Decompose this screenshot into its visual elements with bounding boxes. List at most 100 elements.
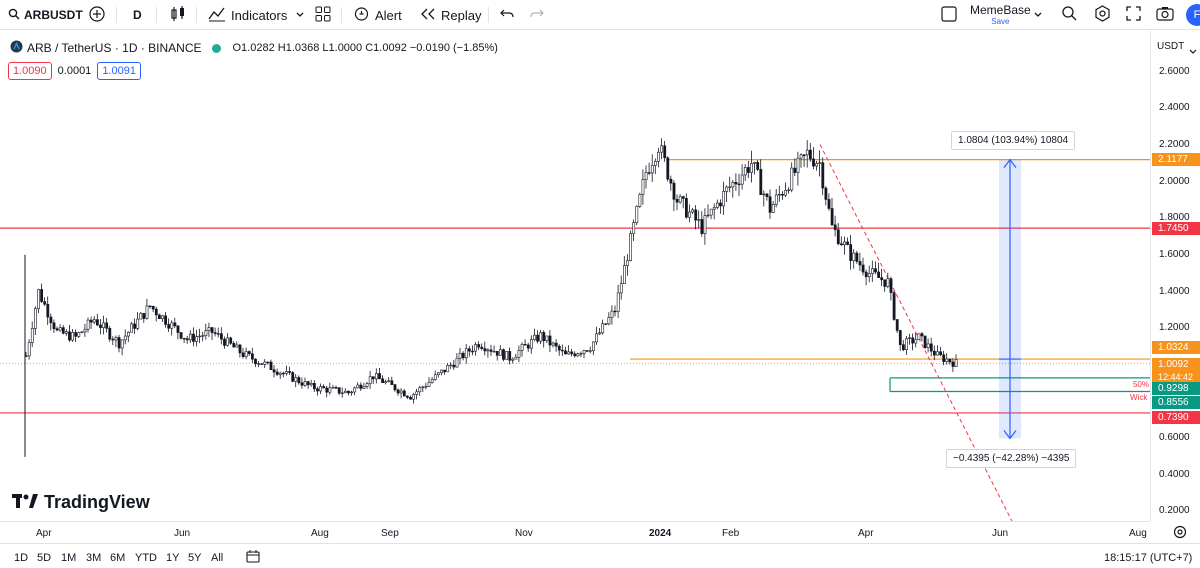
- candle-up: [37, 289, 40, 309]
- price-tick: 0.4000: [1159, 469, 1190, 480]
- snapshot-button[interactable]: [1156, 0, 1174, 30]
- candle-up: [365, 383, 369, 387]
- candle-up: [328, 387, 332, 393]
- candle-down: [192, 333, 195, 342]
- currency-label[interactable]: USDT: [1157, 41, 1185, 52]
- settings-gear-icon[interactable]: [1173, 525, 1187, 544]
- range-all[interactable]: All: [211, 552, 224, 564]
- candle-down: [877, 271, 881, 278]
- settings-button[interactable]: [1094, 0, 1111, 30]
- candle-up: [591, 341, 595, 352]
- coin-logo-icon: [10, 40, 23, 56]
- range-3m[interactable]: 3M: [86, 552, 102, 564]
- candle-up: [607, 317, 611, 325]
- redo-icon: [530, 8, 544, 23]
- indicators-button[interactable]: Indicators: [208, 0, 287, 30]
- candle-down: [855, 252, 859, 262]
- ohlc-values: O1.0282 H1.0368 L1.0000 C1.0092 −0.0190 …: [232, 42, 498, 54]
- price-chart[interactable]: [0, 31, 1150, 521]
- candle-down: [557, 345, 561, 351]
- candle-down: [694, 209, 698, 221]
- candle-down: [390, 380, 394, 385]
- candle-up: [492, 351, 496, 353]
- time-axis[interactable]: Apr Jun Aug Sep Nov 2024 Feb Apr Jun Aug: [0, 521, 1187, 543]
- candle-up: [936, 351, 939, 356]
- symbol-label: ARBUSDT: [24, 8, 83, 22]
- candle-down: [229, 337, 233, 344]
- candle-up: [161, 315, 164, 320]
- candle-down: [371, 376, 375, 380]
- candle-up: [740, 174, 744, 185]
- candle-down: [536, 334, 540, 342]
- candle-up: [415, 391, 419, 395]
- range-1m[interactable]: 1M: [61, 552, 77, 564]
- range-5d[interactable]: 5D: [37, 552, 52, 564]
- fullscreen-button[interactable]: [1126, 0, 1141, 30]
- candle-up: [641, 179, 645, 195]
- range-1y[interactable]: 1Y: [166, 552, 180, 564]
- range-5y[interactable]: 5Y: [188, 552, 202, 564]
- price-tick: 2.2000: [1159, 139, 1190, 150]
- candle-down: [889, 278, 893, 293]
- templates-button[interactable]: [315, 0, 331, 30]
- candle-up: [867, 273, 871, 278]
- candle-down: [275, 371, 279, 375]
- candle-up: [356, 384, 360, 389]
- candle-down: [861, 264, 865, 273]
- candle-down: [836, 229, 840, 245]
- candle-down: [824, 187, 828, 200]
- layout-checkbox[interactable]: [941, 0, 957, 30]
- candle-up: [722, 191, 726, 207]
- candle-up: [601, 323, 605, 334]
- candle-up: [815, 163, 819, 167]
- chevron-down-icon: [1033, 8, 1043, 23]
- candle-down: [173, 322, 177, 327]
- compare-button[interactable]: [88, 0, 106, 30]
- candle-down: [133, 323, 137, 329]
- candle-down: [241, 352, 245, 357]
- user-avatar[interactable]: F: [1186, 4, 1200, 26]
- candle-up: [576, 353, 580, 357]
- buy-price-box[interactable]: 1.0091: [97, 62, 141, 80]
- candle-up: [204, 330, 208, 336]
- candle-down: [105, 322, 109, 329]
- indicators-dropdown[interactable]: [295, 0, 305, 30]
- candle-up: [362, 386, 366, 389]
- range-1d[interactable]: 1D: [14, 552, 29, 564]
- candle-up: [520, 344, 524, 351]
- candle-down: [359, 384, 363, 389]
- symbol-search-button[interactable]: ARBUSDT: [8, 0, 83, 30]
- price-tick: 0.2000: [1159, 505, 1190, 516]
- candle-up: [632, 222, 636, 234]
- measure-upper-label: 1.0804 (103.94%) 10804: [951, 131, 1076, 150]
- candle-up: [278, 372, 282, 375]
- candle-down: [288, 371, 292, 373]
- top-toolbar: ARBUSDT D Indicators Alert: [0, 0, 1200, 30]
- interval-button[interactable]: D: [133, 0, 142, 30]
- price-axis[interactable]: USDT 2.6000 2.4000 2.2000 2.0000 1.8000 …: [1150, 31, 1200, 521]
- calendar-icon[interactable]: [246, 550, 260, 568]
- clock-display[interactable]: 18:15:17 (UTC+7): [1104, 552, 1193, 564]
- candle-down: [923, 335, 927, 348]
- range-6m[interactable]: 6M: [110, 552, 126, 564]
- symbol-title[interactable]: ARB / TetherUS · 1D · BINANCE: [27, 41, 202, 55]
- quick-search-button[interactable]: [1061, 0, 1078, 30]
- candle-down: [812, 158, 815, 167]
- candle-up: [843, 241, 846, 245]
- redo-button[interactable]: [530, 0, 544, 30]
- alert-button[interactable]: Alert: [353, 0, 402, 30]
- candle-up: [86, 319, 90, 330]
- candle-down: [381, 378, 385, 383]
- candle-up: [127, 331, 130, 337]
- layout-name-button[interactable]: MemeBase Save: [970, 0, 1031, 30]
- undo-button[interactable]: [500, 0, 514, 30]
- time-tick: Apr: [858, 528, 874, 539]
- chart-type-button[interactable]: [170, 0, 186, 30]
- replay-button[interactable]: Replay: [420, 0, 481, 30]
- candle-up: [886, 278, 890, 287]
- toolbar-divider: [341, 7, 342, 23]
- layout-dropdown[interactable]: [1033, 0, 1043, 30]
- range-ytd[interactable]: YTD: [135, 552, 157, 564]
- candle-down: [405, 395, 409, 398]
- sell-price-box[interactable]: 1.0090: [8, 62, 52, 80]
